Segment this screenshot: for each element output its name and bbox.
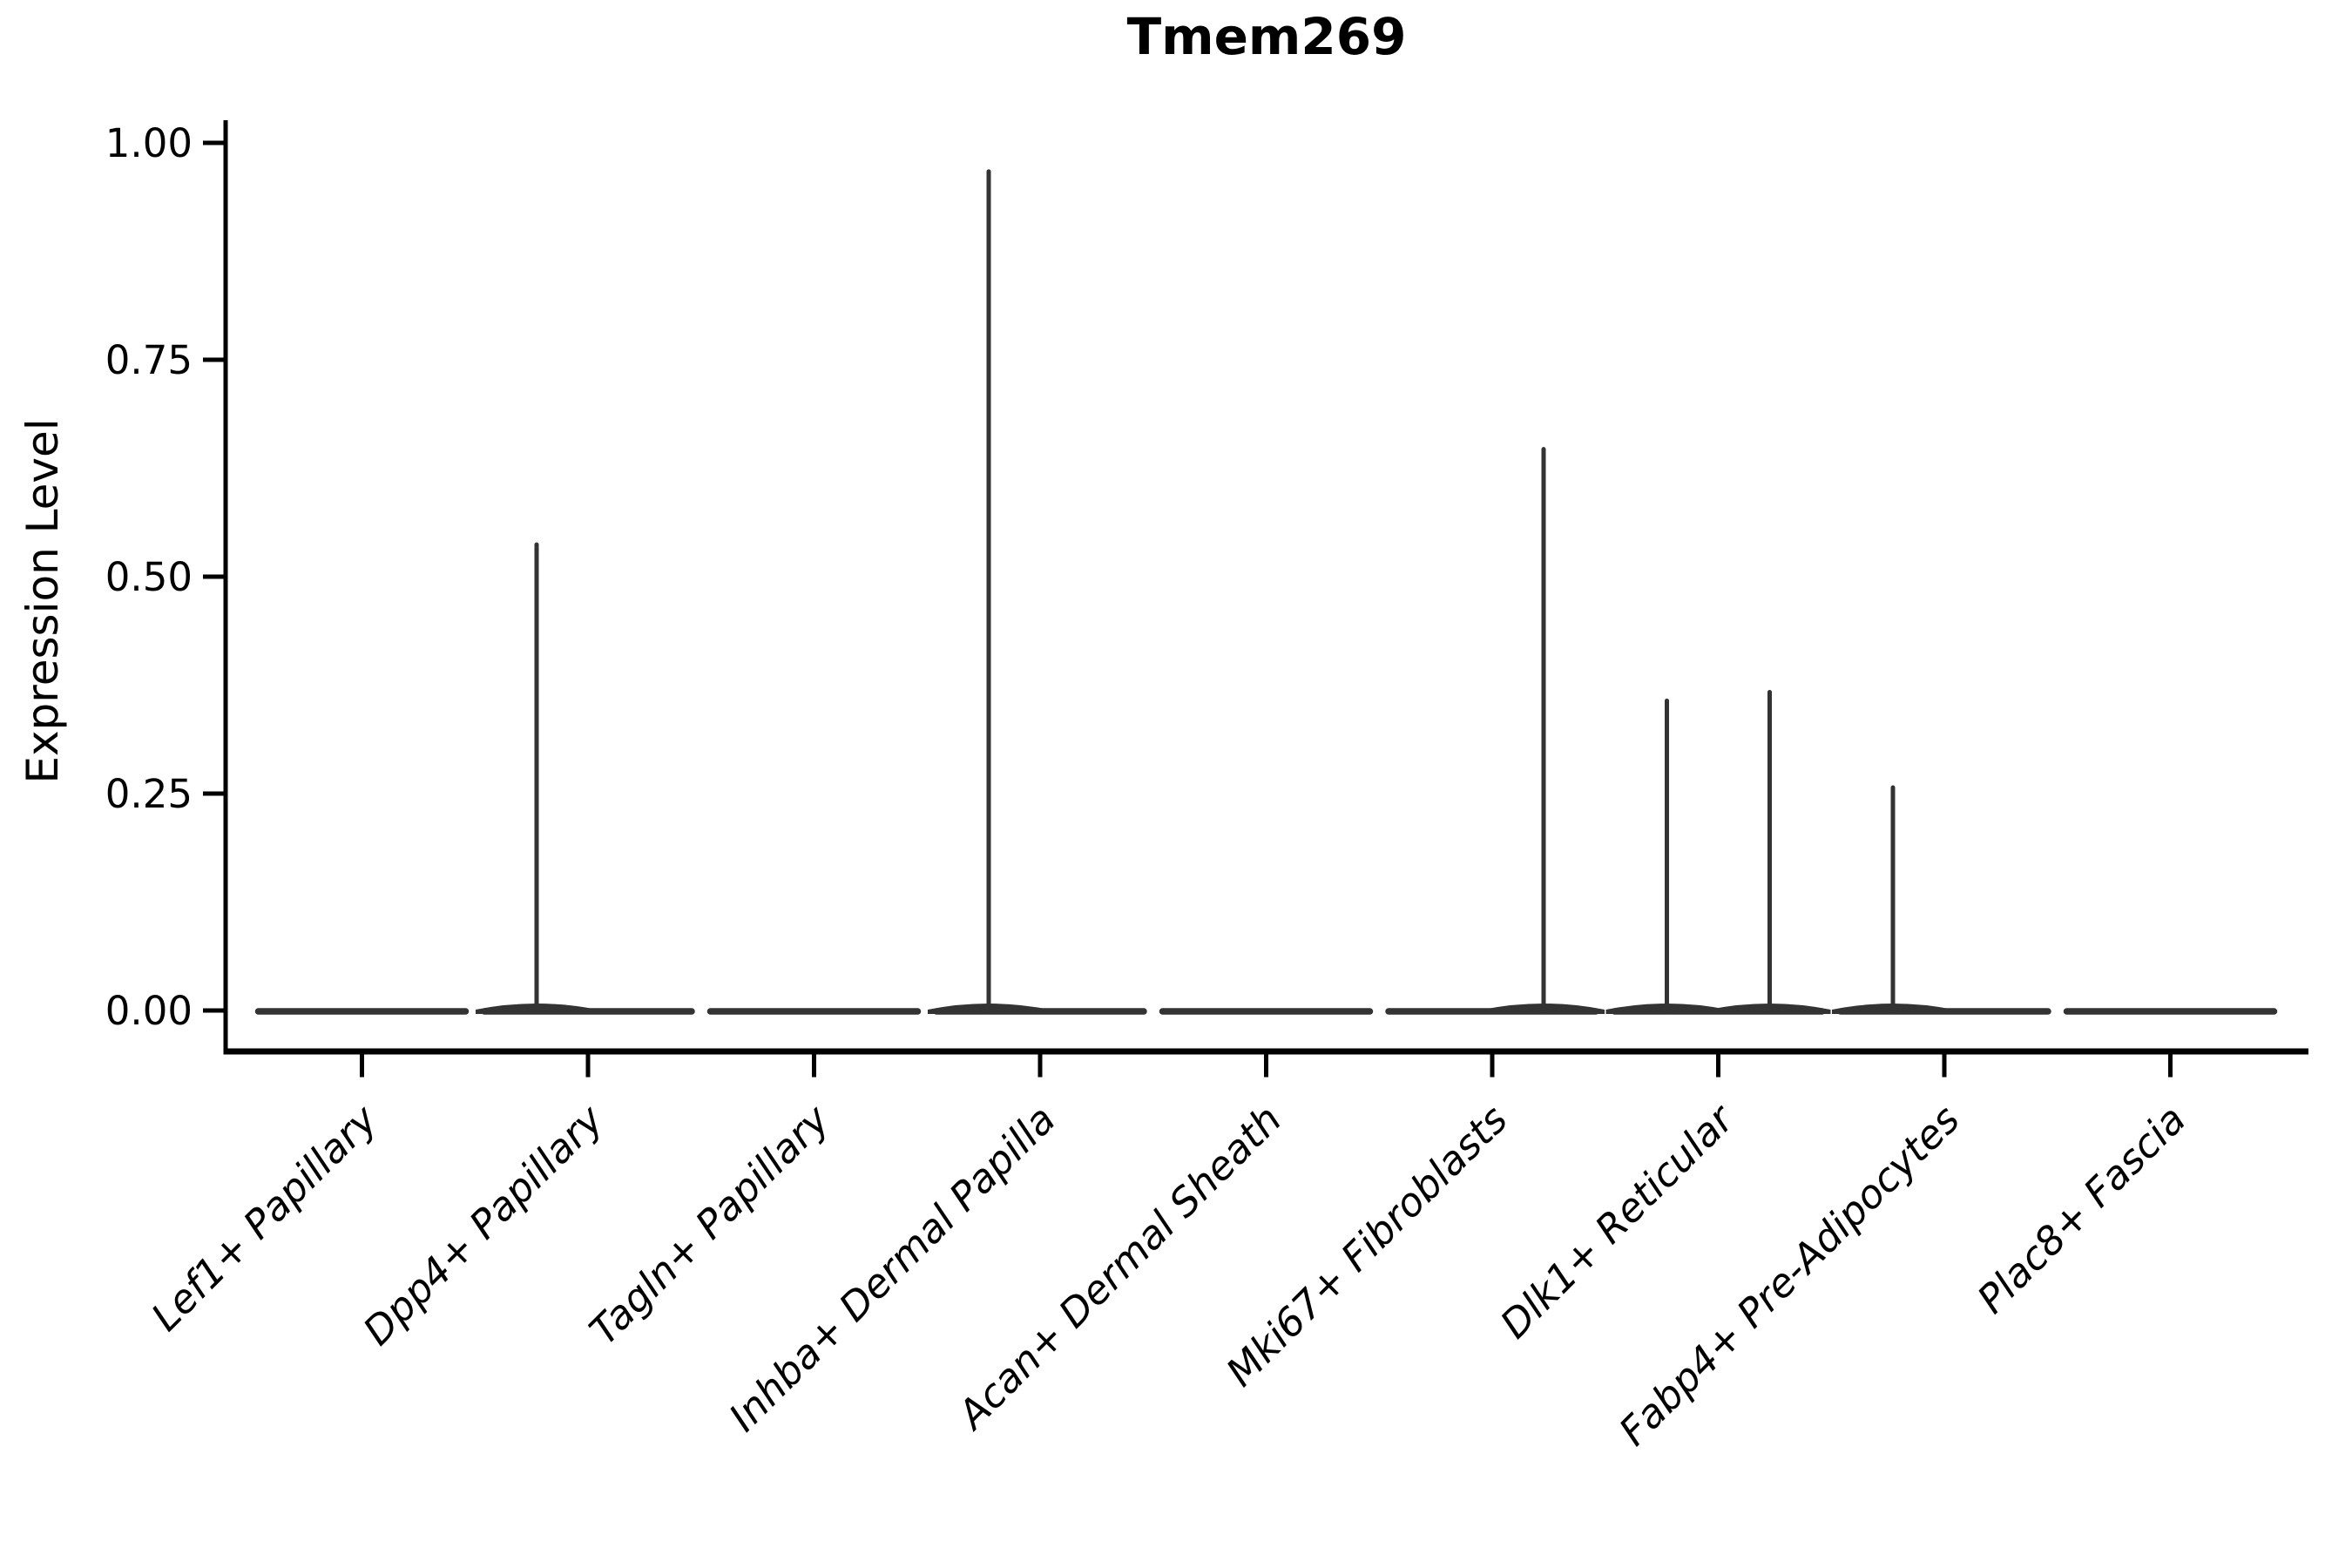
x-tick-label: Lef1+ Papillary: [142, 1095, 387, 1340]
violin-6: [1385, 447, 1605, 1015]
plot-title: Tmem269: [1127, 7, 1407, 66]
violin-4: [928, 169, 1147, 1015]
y-tick-label: 1.00: [105, 120, 193, 166]
y-tick-label: 0.50: [105, 554, 193, 600]
axes-layer: [203, 120, 2308, 1078]
x-tick-label: Tagln+ Papillary: [580, 1095, 839, 1354]
x-tick-label: Dlk1+ Reticular: [1491, 1095, 1744, 1348]
y-tick-label: 0.75: [105, 337, 193, 383]
violin-8: [1832, 785, 2051, 1015]
y-tick-label: 0.25: [105, 771, 193, 817]
y-tick-labels-layer: 0.00 0.25 0.50 0.75 1.00: [105, 120, 193, 1034]
x-tick-label: Plac8+ Fascia: [1969, 1096, 2195, 1322]
violin-7: [1605, 689, 1831, 1015]
violin-2: [476, 542, 695, 1015]
y-tick-label: 0.00: [105, 988, 193, 1034]
violins-layer: [254, 169, 2278, 1015]
x-tick-label: Dpp4+ Papillary: [355, 1095, 613, 1354]
y-axis-label: Expression Level: [17, 418, 68, 783]
